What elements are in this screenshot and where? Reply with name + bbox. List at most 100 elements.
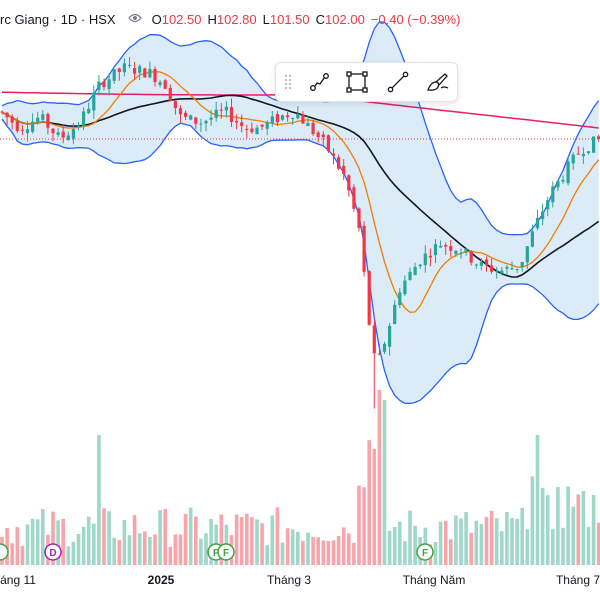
volume-bar — [219, 514, 224, 565]
volume-bar — [352, 542, 356, 565]
candle — [556, 180, 560, 192]
ma-mid-line — [1, 94, 600, 278]
volume-bar — [556, 487, 560, 565]
candle — [56, 128, 60, 137]
volume-bar — [127, 535, 132, 565]
volume-bar — [484, 516, 489, 565]
candle — [444, 242, 448, 255]
volume-bar — [10, 543, 14, 565]
eye-icon[interactable] — [127, 12, 142, 27]
symbol-title[interactable]: rc Giang · 1D · HSX — [0, 11, 116, 27]
dividend-marker[interactable]: D — [44, 543, 62, 561]
candle — [382, 341, 387, 354]
volume-bar — [596, 522, 600, 565]
volume-bar — [102, 508, 106, 565]
volume-bar — [403, 541, 407, 565]
candle — [184, 110, 188, 121]
line-icon[interactable] — [384, 68, 412, 96]
volume-bar — [362, 487, 366, 565]
candle — [413, 262, 417, 276]
candle — [158, 80, 162, 88]
trend-line-icon[interactable] — [306, 68, 334, 96]
volume-bar — [41, 509, 45, 565]
volume-bar — [464, 512, 468, 565]
candle — [260, 124, 264, 131]
volume-bar — [469, 532, 473, 565]
candle — [398, 288, 402, 308]
open-label: O — [151, 11, 162, 27]
candle — [541, 203, 545, 226]
candle — [270, 111, 274, 127]
candle — [454, 249, 458, 257]
candle — [515, 268, 519, 273]
x-tick-label: Tháng 3 — [267, 573, 311, 587]
candle — [41, 110, 45, 122]
volume-bar — [92, 523, 96, 565]
close-value: 102.00 — [325, 11, 365, 27]
candle — [393, 300, 397, 325]
candle — [474, 263, 478, 269]
volume-bar — [321, 540, 326, 565]
candle — [331, 148, 336, 165]
rectangle-icon[interactable] — [343, 68, 371, 96]
volume-bar — [494, 518, 499, 565]
candle — [561, 175, 565, 184]
candle — [87, 102, 91, 115]
volume-bar — [525, 529, 530, 565]
candle — [367, 270, 371, 326]
volume-bar — [285, 528, 290, 565]
volume-bar — [357, 485, 361, 565]
financial-marker[interactable]: F — [217, 543, 235, 561]
candle — [433, 239, 438, 264]
bollinger-band-fill — [2, 21, 599, 404]
high-value: 102.80 — [216, 11, 257, 27]
volume-bar — [545, 495, 550, 565]
candle — [326, 134, 330, 154]
candle — [530, 224, 534, 248]
candle — [66, 131, 70, 141]
candle — [92, 85, 96, 119]
svg-text:F: F — [223, 548, 229, 559]
ma-short-line — [1, 71, 600, 313]
candle — [122, 58, 126, 77]
candle — [229, 98, 234, 127]
candle — [459, 248, 463, 259]
financial-marker[interactable]: F — [416, 543, 434, 561]
candle — [372, 318, 376, 409]
candle — [97, 75, 101, 96]
candle — [428, 248, 432, 267]
candle — [321, 131, 325, 146]
volume-bar — [35, 519, 40, 565]
volume-bar — [234, 514, 239, 565]
svg-text:D: D — [49, 548, 56, 559]
x-tick-label: Tháng 7 — [556, 573, 600, 587]
volume-bar — [301, 541, 305, 565]
volume-bar — [245, 513, 249, 565]
volume-bar — [250, 517, 254, 565]
volume-bar — [306, 532, 310, 565]
volume-bar — [372, 448, 377, 565]
volume-bar — [515, 518, 519, 565]
x-axis: áng 11 2025 Tháng 3 Tháng Năm Tháng 7 — [0, 573, 600, 587]
financial-marker[interactable] — [0, 543, 9, 561]
drag-handle-icon[interactable] — [284, 74, 292, 90]
volume-bar — [153, 534, 157, 565]
volume-bar — [586, 526, 591, 565]
brush-icon[interactable] — [424, 68, 452, 96]
bollinger-lower-line — [1, 118, 600, 405]
candle — [209, 109, 213, 126]
candle — [592, 136, 596, 153]
candle — [219, 102, 223, 119]
candle — [0, 110, 4, 115]
candle — [102, 78, 106, 91]
candle — [224, 101, 228, 118]
candle — [82, 107, 86, 131]
volume-bar — [61, 518, 65, 565]
candle — [250, 122, 254, 134]
volume-bar — [449, 539, 453, 565]
candle — [291, 117, 295, 125]
candle — [25, 121, 30, 142]
svg-text:F: F — [213, 548, 219, 559]
